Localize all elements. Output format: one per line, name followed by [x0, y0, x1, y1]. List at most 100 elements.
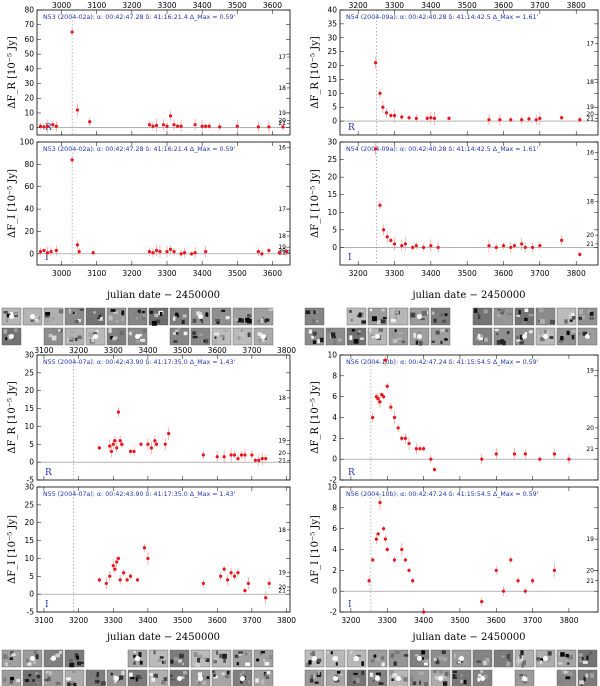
magnitude-label: 20	[586, 232, 594, 239]
data-point	[429, 244, 433, 248]
y-tick-label: 2	[332, 434, 337, 443]
stamp-noise	[221, 314, 224, 319]
data-point	[165, 124, 169, 128]
data-point	[168, 247, 173, 251]
stamp-noise	[33, 650, 38, 655]
stamp-noise	[215, 650, 219, 655]
stamp-noise	[236, 662, 240, 666]
stamp-noise	[571, 329, 576, 334]
data-point	[193, 123, 197, 127]
data-point	[118, 439, 122, 443]
stamp-noise	[410, 676, 414, 682]
stamp-noise	[114, 679, 117, 684]
stamp-noise	[413, 333, 416, 338]
x-tick-label: 3400	[138, 616, 157, 625]
stamp-noise	[589, 317, 594, 320]
stamp-noise	[225, 316, 230, 320]
stamp-noise	[35, 672, 39, 675]
data-point	[378, 400, 382, 404]
stamp-noise	[356, 677, 360, 683]
data-point	[267, 581, 271, 586]
stamp-noise	[508, 651, 512, 655]
stamp-noise	[464, 661, 467, 665]
y-tick-label: 20	[24, 386, 34, 395]
x-axis-label: julian date − 2450000	[411, 290, 525, 301]
stamp-noise	[5, 318, 9, 323]
stamp-noise	[134, 311, 139, 317]
stamp-noise	[394, 676, 397, 680]
stamp-noise	[334, 679, 340, 683]
stamp-noise	[238, 331, 244, 337]
data-point	[235, 124, 239, 128]
stamp-noise	[390, 654, 394, 659]
data-point	[378, 91, 382, 95]
magnitude-label: 19	[586, 536, 594, 543]
stamp-noise	[3, 329, 7, 334]
data-point	[520, 118, 524, 122]
stamp-noise	[53, 330, 56, 335]
stamp-noise	[381, 662, 385, 667]
stamp-noise	[578, 653, 583, 657]
stamp-noise	[45, 670, 49, 674]
stamp-noise	[380, 319, 386, 324]
stamp-noise	[496, 340, 501, 345]
stamp-source	[261, 334, 266, 339]
stamp-noise	[403, 677, 408, 682]
stamp-noise	[442, 681, 448, 686]
data-point	[371, 558, 375, 562]
stamp-noise	[438, 655, 443, 661]
stamp-noise	[47, 676, 51, 682]
data-point	[267, 248, 271, 253]
stamp-noise	[549, 336, 554, 339]
stamp-noise	[477, 312, 480, 315]
data-point	[527, 117, 531, 121]
stamp-noise	[519, 334, 523, 340]
x-tick-label: 3400	[421, 269, 440, 278]
stamp-noise	[543, 329, 547, 334]
stamp-noise	[160, 650, 165, 654]
stamp-noise	[444, 313, 448, 317]
stamp-noise	[589, 651, 592, 655]
y-axis-label: ΔF_R [10⁻⁵ Jy]	[7, 381, 18, 454]
stamp-source	[333, 656, 338, 661]
stamp-noise	[520, 650, 524, 656]
x-tick-label: 3700	[530, 269, 549, 278]
stamp-noise	[214, 332, 219, 336]
stamp-noise	[327, 660, 331, 665]
stamp-noise	[265, 318, 270, 322]
stamp-noise	[151, 320, 157, 326]
stamp-source	[240, 676, 245, 681]
y-tick-label: 10	[24, 422, 34, 431]
x-tick-label: 3100	[87, 1, 106, 10]
plot-frame	[36, 141, 291, 266]
stamp-noise	[496, 308, 502, 311]
stamp-source	[9, 314, 14, 319]
x-tick-label: 3600	[487, 616, 506, 625]
data-point	[154, 123, 159, 128]
image-stamp	[346, 327, 367, 346]
stamp-noise	[32, 659, 36, 665]
data-point	[538, 116, 542, 120]
stamp-noise	[222, 337, 225, 341]
magnitude-label: 18	[278, 233, 286, 240]
data-point	[243, 453, 247, 457]
stamp-noise	[506, 661, 510, 667]
candidate-info: N54 (2004-09a): α: 00:42:40.28 δ: 41:14:…	[346, 14, 539, 21]
stamp-noise	[184, 674, 188, 679]
stamp-noise	[583, 676, 586, 682]
band-label: R	[348, 123, 355, 133]
data-point	[376, 532, 380, 536]
band-label: I	[348, 600, 352, 610]
stamp-noise	[394, 329, 397, 332]
magnitude-label: 21	[586, 446, 594, 453]
x-tick-label: 3200	[69, 346, 88, 355]
band-label: I	[45, 600, 49, 610]
stamp-noise	[419, 680, 422, 685]
data-point	[182, 251, 187, 255]
data-point	[54, 248, 58, 253]
stamp-noise	[28, 673, 32, 677]
stamp-noise	[371, 331, 374, 337]
stamp-noise	[308, 329, 313, 334]
band-label: I	[45, 253, 49, 263]
data-point	[560, 238, 564, 242]
